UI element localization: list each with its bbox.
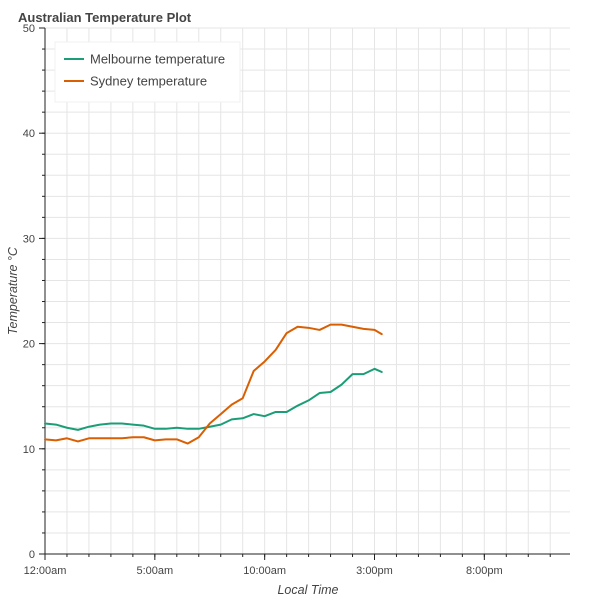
- chart-title: Australian Temperature Plot: [18, 10, 192, 25]
- x-axis-label: Local Time: [277, 583, 338, 597]
- y-axis-label: Temperature °C: [6, 246, 20, 335]
- y-tick-label: 20: [23, 339, 35, 351]
- y-tick-label: 10: [23, 444, 35, 456]
- series-layer: [44, 323, 383, 445]
- x-tick-label: 5:00am: [136, 565, 173, 577]
- y-tick-label: 50: [23, 23, 35, 35]
- legend-box: [54, 41, 241, 103]
- x-tick-label: 3:00pm: [356, 565, 393, 577]
- y-tick-label: 0: [29, 549, 35, 561]
- legend: Melbourne temperature Sydney temperature: [54, 41, 241, 103]
- y-tick-label: 30: [23, 233, 35, 245]
- axes: 0 10 20 30 40 50 12:00am 5:00am 10:00am 3:00pm 8:0…: [23, 23, 570, 577]
- y-tick-label: 40: [23, 128, 35, 140]
- x-tick-label: 12:00am: [24, 565, 67, 577]
- legend-label: Sydney temperature: [90, 74, 207, 89]
- series-line-sydney: [44, 323, 383, 445]
- x-tick-label: 8:00pm: [466, 565, 503, 577]
- x-tick-label: 10:00am: [243, 565, 286, 577]
- series-line-melbourne: [44, 367, 383, 431]
- grid: [44, 27, 570, 555]
- legend-label: Melbourne temperature: [90, 52, 225, 67]
